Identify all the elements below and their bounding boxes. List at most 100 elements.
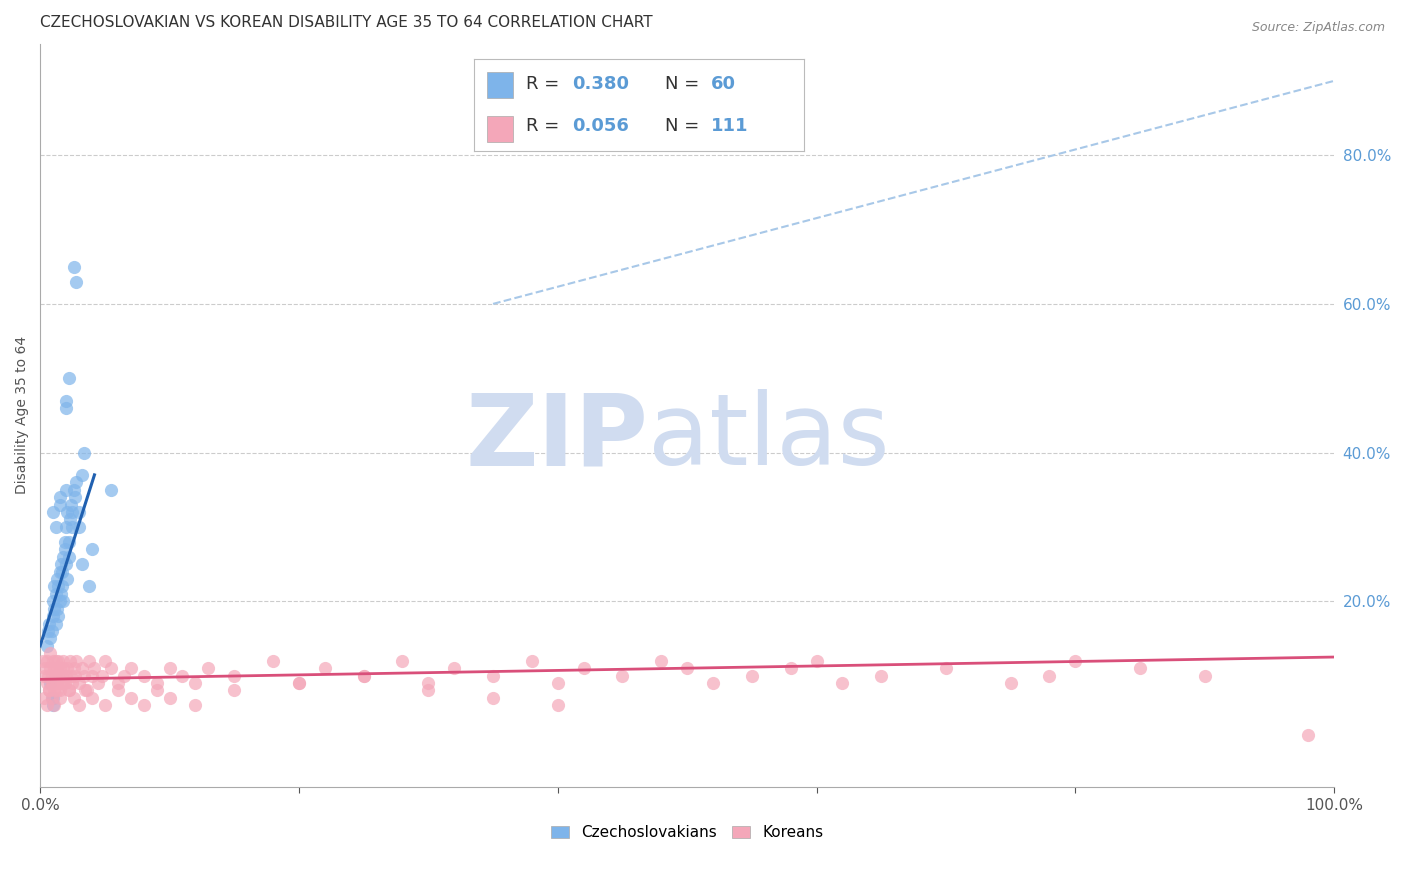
Point	[42, 609, 65, 624]
Point	[353, 668, 375, 682]
Point	[1064, 654, 1087, 668]
Point	[1129, 661, 1152, 675]
Point	[45, 668, 67, 682]
Point	[52, 549, 75, 564]
Point	[51, 565, 73, 579]
Point	[79, 654, 101, 668]
Point	[58, 683, 80, 698]
Point	[100, 661, 122, 675]
Point	[39, 646, 62, 660]
Point	[63, 668, 86, 682]
Point	[1000, 676, 1022, 690]
Point	[39, 661, 62, 675]
Point	[41, 668, 63, 682]
Point	[482, 668, 505, 682]
Point	[60, 498, 83, 512]
Point	[53, 542, 76, 557]
Point	[145, 683, 167, 698]
Point	[31, 654, 53, 668]
Point	[107, 676, 129, 690]
Point	[60, 668, 83, 682]
Point	[55, 520, 77, 534]
Point	[870, 668, 893, 682]
Point	[37, 624, 59, 638]
Point	[62, 520, 84, 534]
Point	[80, 668, 103, 682]
Point	[41, 676, 63, 690]
Point	[39, 632, 62, 646]
Point	[45, 601, 67, 615]
Point	[42, 690, 65, 705]
Point	[67, 698, 90, 713]
Point	[935, 661, 957, 675]
Point	[41, 690, 63, 705]
Point	[38, 683, 60, 698]
Point	[443, 661, 465, 675]
Point	[56, 661, 79, 675]
Point	[120, 690, 142, 705]
Point	[42, 698, 65, 713]
Point	[37, 668, 59, 682]
Point	[79, 579, 101, 593]
Point	[46, 579, 69, 593]
Text: Source: ZipAtlas.com: Source: ZipAtlas.com	[1251, 21, 1385, 34]
Point	[62, 661, 84, 675]
Point	[49, 676, 72, 690]
Point	[779, 661, 801, 675]
Y-axis label: Disability Age 35 to 64: Disability Age 35 to 64	[15, 336, 30, 494]
Point	[159, 661, 181, 675]
Point	[67, 676, 90, 690]
Point	[702, 676, 724, 690]
Point	[73, 445, 96, 459]
Point	[34, 661, 56, 675]
Point	[94, 698, 117, 713]
Point	[159, 690, 181, 705]
Point	[288, 676, 311, 690]
Point	[262, 654, 284, 668]
Point	[1194, 668, 1216, 682]
Point	[76, 683, 98, 698]
Point	[70, 661, 93, 675]
Point	[53, 676, 76, 690]
Point	[58, 534, 80, 549]
Legend: Czechoslovakians, Koreans: Czechoslovakians, Koreans	[544, 819, 830, 847]
Point	[520, 654, 543, 668]
Point	[87, 676, 110, 690]
Point	[42, 654, 65, 668]
Point	[63, 490, 86, 504]
Point	[52, 594, 75, 608]
Point	[62, 505, 84, 519]
Point	[38, 616, 60, 631]
Point	[51, 668, 73, 682]
Point	[184, 698, 207, 713]
Point	[224, 668, 246, 682]
Point	[44, 661, 66, 675]
Point	[197, 661, 219, 675]
Point	[41, 690, 63, 705]
Point	[65, 475, 87, 490]
Point	[572, 661, 595, 675]
Point	[288, 676, 311, 690]
Point	[48, 683, 70, 698]
Point	[35, 654, 58, 668]
Point	[41, 624, 63, 638]
Point	[39, 676, 62, 690]
Point	[48, 490, 70, 504]
Point	[52, 661, 75, 675]
Point	[59, 654, 82, 668]
Point	[55, 393, 77, 408]
Point	[184, 676, 207, 690]
Text: CZECHOSLOVAKIAN VS KOREAN DISABILITY AGE 35 TO 64 CORRELATION CHART: CZECHOSLOVAKIAN VS KOREAN DISABILITY AGE…	[41, 15, 652, 30]
Point	[612, 668, 634, 682]
Point	[91, 668, 114, 682]
Point	[58, 683, 80, 698]
Point	[145, 676, 167, 690]
Point	[44, 579, 66, 593]
Point	[741, 668, 763, 682]
Point	[55, 483, 77, 497]
Point	[32, 690, 55, 705]
Point	[650, 654, 672, 668]
Point	[70, 557, 93, 571]
Point	[35, 698, 58, 713]
Point	[70, 467, 93, 482]
